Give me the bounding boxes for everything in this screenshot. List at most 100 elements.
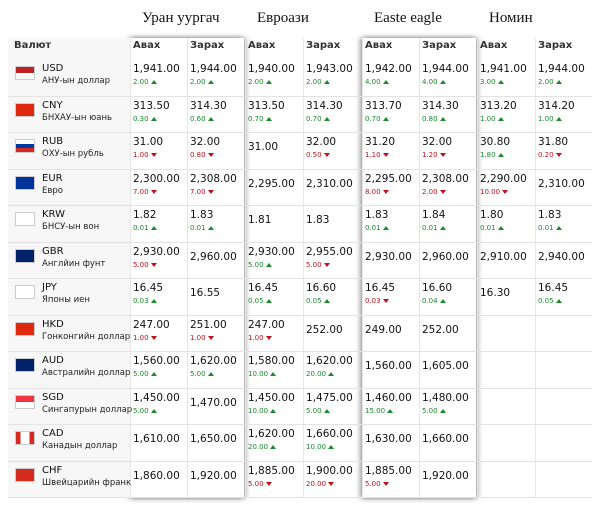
rate-change: 1.00 (538, 115, 562, 123)
rate-value: 1,943.00 (306, 63, 353, 75)
change-arrow (150, 189, 157, 194)
row-divider (8, 205, 592, 206)
sell-header: Зарах (422, 40, 457, 51)
rate-value: 247.00 (248, 318, 285, 331)
currency-code: CAD (42, 428, 64, 439)
currency-name: ОХУ-ын рубль (42, 149, 104, 159)
currency-name: Канадын доллар (42, 441, 118, 451)
rate-change: 3.00 (480, 78, 504, 86)
currency-name: Японы иен (42, 295, 90, 305)
sell-header: Зарах (306, 40, 341, 51)
change-arrow (439, 80, 446, 84)
currency-code: GBR (42, 245, 64, 257)
rate-value: 2,930.00 (365, 250, 412, 263)
rate-value: 1.83 (538, 209, 562, 221)
group-header: Easte eagle (374, 10, 442, 26)
row-divider (8, 241, 592, 243)
currency-code: CHF (42, 464, 63, 476)
rate-change: 7.00 (190, 188, 214, 196)
group-header: Номин (489, 10, 533, 26)
rate-value: 1,920.00 (422, 469, 469, 482)
rate-change: 5.00 (365, 480, 389, 488)
currency-code: CNY (42, 99, 63, 111)
rate-change: 1.20 (422, 151, 446, 159)
currency-name: Австралийн доллар (42, 368, 131, 378)
currency-code: RUB (42, 136, 64, 147)
currency-name: АНУ-ын доллар (42, 76, 110, 86)
rate-change: 5.00 (133, 370, 157, 378)
rate-value: 31.80 (538, 136, 569, 148)
flag-icon (15, 248, 35, 263)
rate-value: 1,610.00 (133, 433, 180, 445)
change-arrow (382, 80, 389, 84)
rate-value: 2,960.00 (190, 250, 237, 263)
rate-value: 1,885.00 (365, 464, 412, 477)
sell-header: Зарах (190, 40, 225, 51)
rate-value: 251.00 (190, 318, 227, 331)
change-arrow (150, 116, 157, 121)
rate-value: 31.00 (133, 136, 164, 148)
change-arrow (150, 408, 157, 413)
rate-value: 1,885.00 (248, 464, 295, 477)
rate-value: 1,940.00 (248, 63, 295, 75)
change-arrow (207, 116, 214, 121)
flag-icon (15, 102, 35, 117)
rate-value: 2,308.00 (190, 172, 237, 185)
rate-change: 2.00 (248, 78, 272, 86)
rate-value: 1,660.00 (422, 433, 469, 445)
buy-header: Авах (248, 40, 276, 51)
rate-change: 0.80 (422, 115, 446, 123)
change-arrow (323, 116, 330, 121)
row-divider (8, 460, 592, 462)
rate-change: 10.00 (306, 443, 335, 451)
rate-value: 2,295.00 (248, 177, 295, 190)
change-arrow (207, 335, 214, 340)
rate-change: 20.00 (248, 443, 277, 451)
change-arrow (323, 80, 330, 84)
currency-name: Швейцарийн франк (42, 477, 132, 488)
buy-header: Авах (133, 40, 161, 51)
change-arrow (323, 153, 330, 157)
rate-value: 31.20 (365, 136, 396, 148)
rate-change: 5.00 (133, 407, 157, 415)
currency-code: SGD (42, 391, 64, 403)
rate-change: 0.05 (248, 297, 272, 305)
change-arrow (555, 80, 562, 84)
rate-value: 2,940.00 (538, 250, 585, 263)
rate-value: 252.00 (422, 323, 459, 336)
rate-value: 1,470.00 (190, 396, 237, 409)
change-arrow (382, 116, 389, 121)
rate-value: 16.45 (365, 282, 396, 294)
rate-change: 10.00 (248, 407, 277, 415)
rate-value: 32.00 (190, 136, 221, 148)
row-divider (8, 278, 592, 279)
change-arrow (382, 226, 389, 230)
currency-code: EUR (42, 172, 63, 184)
rate-value: 1,860.00 (133, 469, 180, 482)
rate-value: 1,450.00 (133, 391, 180, 404)
change-arrow (323, 408, 330, 413)
rate-value: 2,310.00 (538, 177, 585, 190)
flag-icon (15, 212, 35, 226)
change-arrow (323, 299, 330, 303)
change-arrow (328, 481, 335, 486)
rate-value: 1.83 (365, 209, 389, 221)
rate-value: 16.45 (248, 282, 279, 294)
rate-change: 0.01 (133, 224, 157, 232)
currency-name: БНХАУ-ын юань (42, 112, 113, 123)
rate-change: 2.00 (190, 78, 214, 86)
change-arrow (265, 262, 272, 267)
rate-value: 1,941.00 (480, 63, 527, 75)
rate-value: 314.30 (306, 99, 343, 112)
rate-value: 1,944.00 (422, 63, 469, 75)
row-divider (8, 351, 592, 352)
change-arrow (150, 372, 157, 376)
rate-value: 314.30 (190, 99, 227, 112)
change-arrow (439, 299, 446, 303)
change-arrow (382, 481, 389, 486)
rate-value: 1,560.00 (133, 355, 180, 367)
flag-icon (15, 285, 35, 299)
change-arrow (555, 226, 562, 230)
rate-value: 2,290.00 (480, 172, 527, 185)
